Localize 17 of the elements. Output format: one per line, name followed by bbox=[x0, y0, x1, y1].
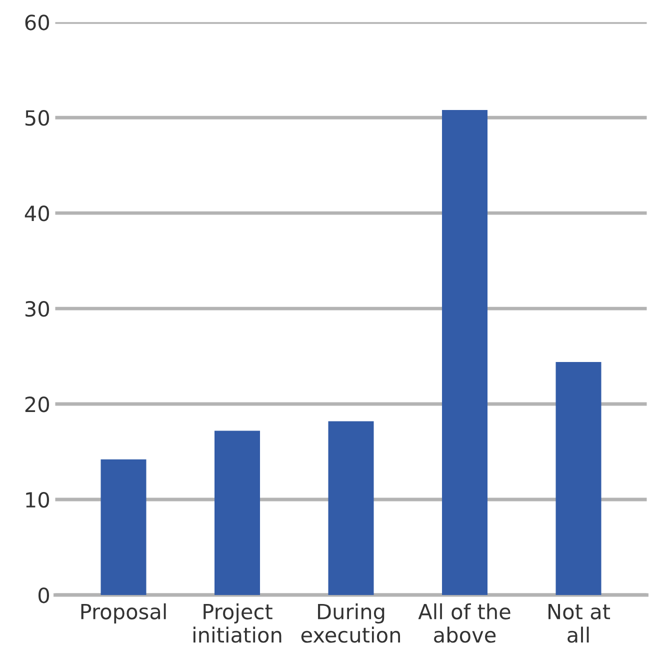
y-tick-label: 60 bbox=[25, 14, 50, 30]
y-tick-label: 10 bbox=[26, 492, 50, 508]
y-tick-label: 0 bbox=[38, 587, 50, 604]
bar bbox=[442, 110, 488, 595]
y-tick-label: 40 bbox=[24, 206, 50, 222]
y-tick-label: 50 bbox=[25, 110, 50, 126]
x-tick-label: Proposal bbox=[81, 603, 166, 624]
y-tick-label: 30 bbox=[25, 301, 50, 317]
x-tick-label: All of the above bbox=[418, 603, 510, 643]
x-tick-label: Project initiation bbox=[194, 603, 282, 643]
bar bbox=[214, 430, 260, 595]
x-tick-label: During execution bbox=[301, 603, 400, 643]
x-tick-label: Not at all bbox=[548, 604, 610, 643]
bar bbox=[556, 362, 602, 595]
y-tick-label: 20 bbox=[25, 396, 50, 412]
bar bbox=[100, 459, 146, 595]
bar bbox=[328, 421, 374, 595]
